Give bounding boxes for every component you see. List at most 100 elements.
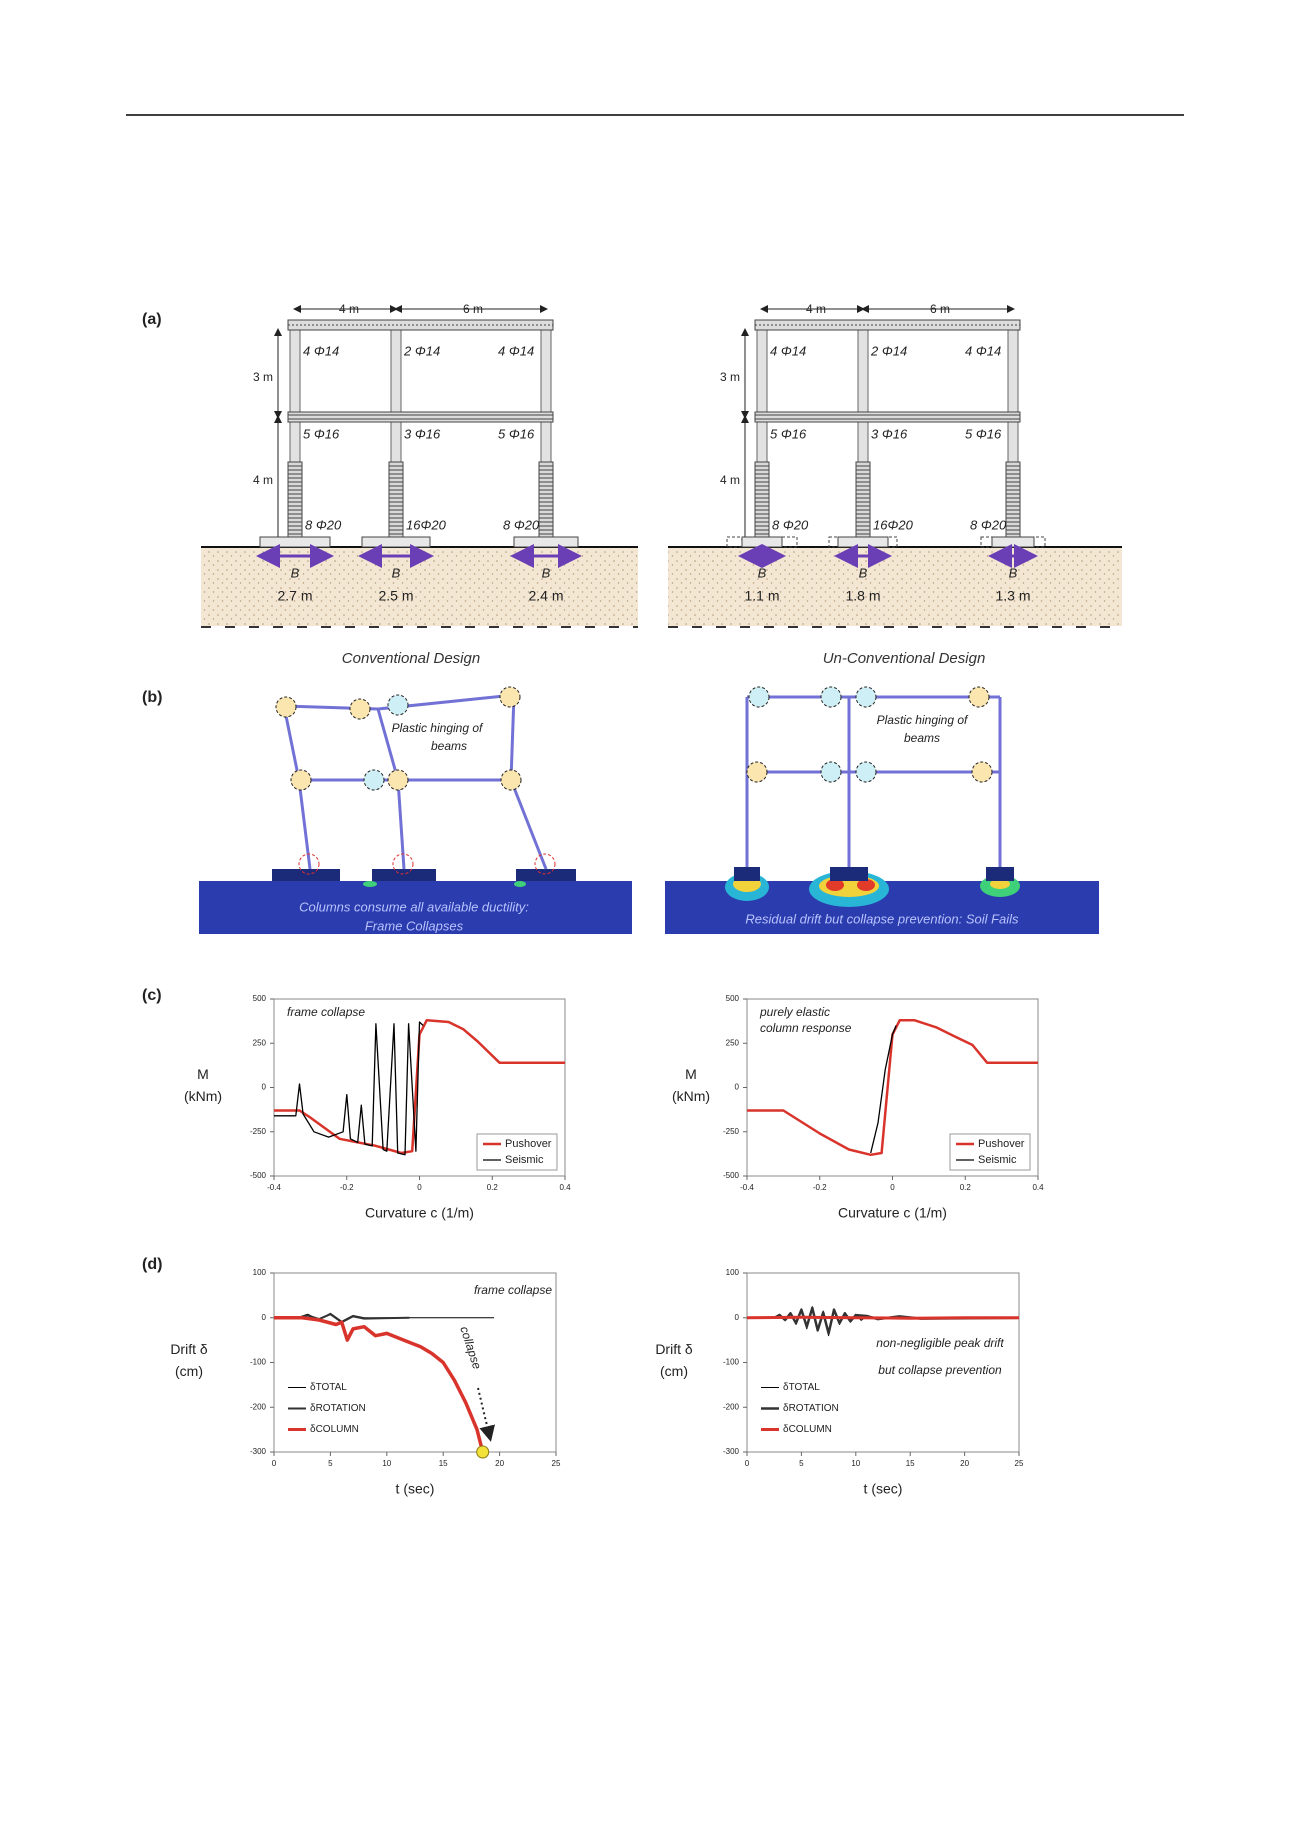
y-tick-label: 0 bbox=[262, 1083, 267, 1092]
footing bbox=[361, 536, 431, 548]
series-line bbox=[274, 1021, 424, 1156]
y-tick-label: 500 bbox=[726, 994, 740, 1003]
footing-label: B bbox=[758, 565, 767, 580]
stress-contour bbox=[990, 879, 1010, 889]
x-tick-label: 10 bbox=[382, 1459, 391, 1468]
footing-label: B bbox=[291, 565, 300, 580]
y-axis-label: M bbox=[685, 1066, 697, 1082]
hinge bbox=[534, 853, 556, 875]
x-tick-label: 15 bbox=[906, 1459, 915, 1468]
rebar-label: 4 Φ14 bbox=[965, 343, 1001, 358]
y-tick-label: 250 bbox=[726, 1038, 740, 1047]
hinge bbox=[968, 686, 990, 708]
y-tick-label: -300 bbox=[723, 1447, 740, 1456]
legend-label: Seismic bbox=[505, 1154, 544, 1166]
hinge bbox=[820, 686, 842, 708]
soil-failure-model: Plastic hinging of beams Residual drift … bbox=[665, 686, 1099, 934]
x-tick-label: -0.4 bbox=[267, 1183, 281, 1192]
x-tick-label: 0.2 bbox=[487, 1183, 499, 1192]
footing bbox=[991, 536, 1035, 548]
y-tick-label: -500 bbox=[723, 1171, 740, 1180]
footing-width: 1.1 m bbox=[744, 588, 779, 604]
y-tick-label: 0 bbox=[735, 1083, 740, 1092]
hinge bbox=[748, 686, 770, 708]
footing-label: B bbox=[1009, 565, 1018, 580]
rebar-label: 3 Φ16 bbox=[871, 426, 908, 441]
caption: Frame Collapses bbox=[365, 918, 464, 933]
rebar-label: 5 Φ16 bbox=[770, 426, 807, 441]
caption: Residual drift but collapse prevention: … bbox=[745, 911, 1019, 926]
rebar-label: 2 Φ14 bbox=[870, 343, 907, 358]
series-line bbox=[747, 1018, 1038, 1157]
y-tick-label: 0 bbox=[735, 1313, 740, 1322]
x-axis-label: Curvature c (1/m) bbox=[365, 1205, 474, 1221]
hinge bbox=[349, 698, 371, 720]
rebar-label: 2 Φ14 bbox=[403, 343, 440, 358]
x-tick-label: -0.2 bbox=[813, 1183, 827, 1192]
dimension-label: 3 m bbox=[253, 370, 273, 384]
x-tick-label: 0.2 bbox=[960, 1183, 972, 1192]
y-tick-label: 0 bbox=[262, 1313, 267, 1322]
footing bbox=[516, 869, 576, 881]
x-tick-label: 25 bbox=[552, 1459, 561, 1468]
panel-label: (a) bbox=[142, 311, 162, 328]
legend-frame bbox=[949, 1133, 1031, 1171]
panel-label: (c) bbox=[142, 987, 162, 1004]
legend-label: δCOLUMN bbox=[310, 1424, 359, 1435]
hinge bbox=[500, 769, 522, 791]
dimension-label: 4 m bbox=[720, 473, 740, 487]
y-tick-label: -200 bbox=[250, 1402, 267, 1411]
y-tick-label: 100 bbox=[726, 1268, 740, 1277]
x-axis-label: t (sec) bbox=[396, 1481, 435, 1497]
footing bbox=[259, 536, 331, 548]
annotation: column response bbox=[760, 1021, 852, 1035]
stress-contour bbox=[363, 881, 377, 887]
y-axis-label: (cm) bbox=[660, 1363, 688, 1379]
y-tick-label: -500 bbox=[250, 1171, 267, 1180]
conventional-frame: 4 m 6 m 3 m 4 m 4 Φ14 2 Φ14 4 Φ14 5 Φ16 … bbox=[201, 302, 638, 667]
legend-label: δROTATION bbox=[783, 1403, 839, 1414]
rebar-label: 4 Φ14 bbox=[770, 343, 806, 358]
footing bbox=[513, 536, 579, 548]
dimension-label: 4 m bbox=[806, 302, 826, 316]
dimension-label: 4 m bbox=[339, 302, 359, 316]
unconventional-frame: 4 m 6 m 3 m 4 m 4 Φ14 2 Φ14 4 Φ14 5 Φ16 … bbox=[668, 302, 1122, 667]
rebar-label: 5 Φ16 bbox=[303, 426, 340, 441]
y-tick-label: -250 bbox=[250, 1127, 267, 1136]
caption: Conventional Design bbox=[342, 650, 480, 667]
caption: Un-Conventional Design bbox=[823, 650, 986, 667]
hinges bbox=[746, 686, 993, 783]
series-line bbox=[747, 1306, 1020, 1335]
footing bbox=[372, 869, 436, 881]
annotation: purely elastic bbox=[759, 1005, 830, 1019]
soil-mesh bbox=[199, 881, 632, 934]
legend-label: δROTATION bbox=[310, 1403, 366, 1414]
x-tick-label: 0 bbox=[417, 1183, 422, 1192]
x-tick-label: 20 bbox=[495, 1459, 504, 1468]
footing-width: 1.3 m bbox=[995, 588, 1030, 604]
annotation: non-negligible peak drift bbox=[876, 1336, 1004, 1350]
stress-contour bbox=[826, 879, 844, 891]
series-line bbox=[746, 1315, 1019, 1320]
annotation: collapse bbox=[457, 1325, 484, 1372]
dimension-label: 6 m bbox=[930, 302, 950, 316]
x-tick-label: -0.4 bbox=[740, 1183, 754, 1192]
y-tick-label: 500 bbox=[253, 994, 267, 1003]
annotation: beams bbox=[431, 739, 467, 753]
hinge bbox=[971, 761, 993, 783]
footing-width: 2.7 m bbox=[277, 588, 312, 604]
hinges bbox=[275, 686, 522, 791]
legend-label: δTOTAL bbox=[310, 1382, 347, 1393]
x-tick-label: 5 bbox=[799, 1459, 804, 1468]
soil bbox=[668, 547, 1122, 626]
dimension-label: 6 m bbox=[463, 302, 483, 316]
hinge bbox=[275, 696, 297, 718]
series-line bbox=[274, 1316, 485, 1453]
x-tick-label: 5 bbox=[328, 1459, 333, 1468]
footing-label: B bbox=[859, 565, 868, 580]
x-tick-label: 0.4 bbox=[559, 1183, 571, 1192]
caption: Columns consume all available ductility: bbox=[299, 899, 529, 914]
rebar-label: 5 Φ16 bbox=[498, 426, 535, 441]
x-tick-label: 20 bbox=[960, 1459, 969, 1468]
